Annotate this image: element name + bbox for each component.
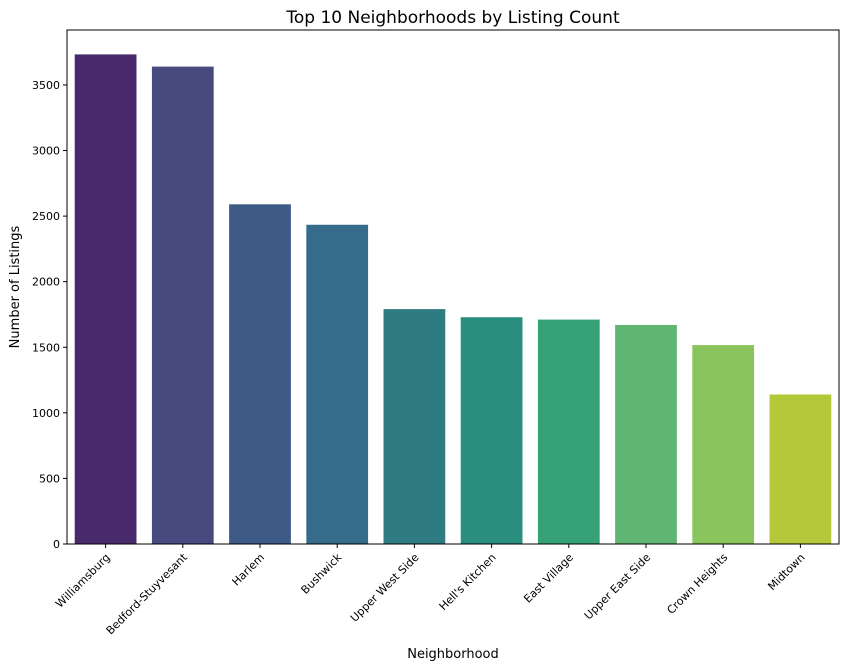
y-axis-ticks: 0 500 1000 1500 2000 2500 3000 3500 — [32, 79, 67, 551]
bar-harlem — [229, 204, 291, 544]
bar-midtown — [769, 394, 832, 544]
x-tick-label: Harlem — [230, 551, 268, 589]
x-tick-label: Bushwick — [299, 550, 345, 596]
bar-crown-heights — [692, 345, 755, 544]
y-tick-label: 1000 — [32, 407, 60, 420]
bar-east-village — [537, 319, 600, 544]
y-tick-label: 2500 — [32, 210, 60, 223]
plot-frame — [66, 29, 840, 545]
x-tick-label: Williamsburg — [53, 551, 113, 611]
x-tick-label: Midtown — [765, 551, 807, 593]
bars-group — [74, 54, 832, 544]
x-axis-label: Neighborhood — [407, 647, 499, 662]
y-tick-label: 500 — [39, 472, 60, 485]
x-tick-label: Upper West Side — [348, 551, 422, 625]
chart-title: Top 10 Neighborhoods by Listing Count — [285, 8, 620, 28]
y-tick-label: 3500 — [32, 79, 60, 92]
bar-upper-west-side — [383, 309, 446, 544]
x-tick-label: East Village — [521, 551, 576, 606]
y-tick-label: 1500 — [32, 341, 60, 354]
bar-upper-east-side — [615, 324, 677, 544]
bar-bushwick — [306, 224, 369, 544]
y-axis-label: Number of Listings — [8, 225, 23, 348]
x-tick-label: Hell's Kitchen — [437, 551, 499, 613]
bar-williamsburg — [74, 54, 137, 544]
x-tick-label: Bedford-Stuyvesant — [104, 550, 191, 637]
x-tick-label: Crown Heights — [664, 551, 730, 617]
bar-bedford-stuyvesant — [151, 66, 214, 544]
bar-hell-s-kitchen — [460, 317, 523, 544]
y-tick-label: 3000 — [32, 145, 60, 158]
y-tick-label: 0 — [53, 538, 60, 551]
y-tick-label: 2000 — [32, 276, 60, 289]
x-tick-label: Upper East Side — [582, 551, 653, 622]
